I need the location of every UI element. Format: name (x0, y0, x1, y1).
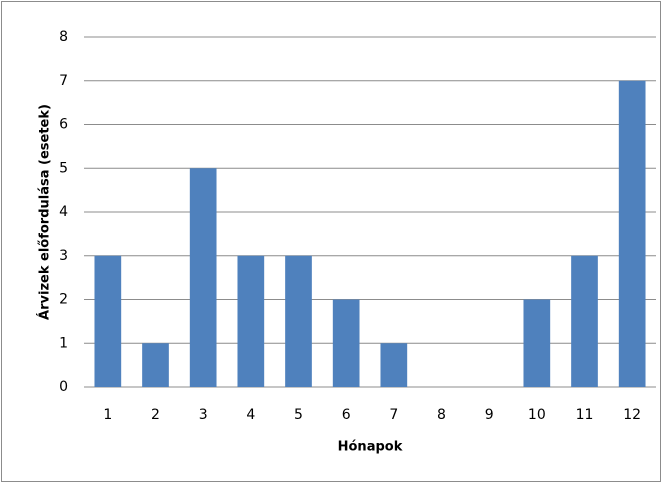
bar (523, 299, 551, 387)
x-tick-label: 1 (103, 407, 112, 423)
y-axis-title: Árvizek előfordulása (esetek) (37, 104, 53, 320)
y-tick-label: 4 (59, 204, 68, 220)
y-tick-label: 5 (59, 160, 68, 176)
bar (332, 299, 360, 387)
x-tick-label: 7 (389, 407, 398, 423)
x-tick-label: 12 (623, 407, 641, 423)
y-tick-label: 3 (59, 248, 68, 264)
x-tick-label: 6 (342, 407, 351, 423)
x-tick-label: 9 (485, 407, 494, 423)
x-tick-label: 3 (199, 407, 208, 423)
bar (237, 255, 265, 387)
y-tick-label: 6 (59, 117, 68, 133)
x-tick-label: 2 (151, 407, 160, 423)
bar (285, 255, 312, 387)
x-tick-label: 8 (437, 407, 446, 423)
x-axis-title: Hónapok (338, 440, 403, 455)
y-tick-label: 1 (59, 335, 68, 351)
bar (94, 255, 122, 387)
y-tick-label: 2 (59, 292, 68, 308)
x-tick-label: 10 (528, 407, 546, 423)
bar (142, 343, 169, 387)
bar (571, 255, 598, 387)
y-tick-label: 7 (59, 73, 68, 89)
x-tick-label: 4 (246, 407, 255, 423)
bar (380, 343, 408, 387)
x-tick-label: 11 (576, 407, 594, 423)
x-tick-label: 5 (294, 407, 303, 423)
y-tick-label: 8 (59, 29, 68, 45)
y-tick-label: 0 (59, 379, 68, 395)
bar (618, 80, 646, 387)
bar (189, 168, 217, 387)
